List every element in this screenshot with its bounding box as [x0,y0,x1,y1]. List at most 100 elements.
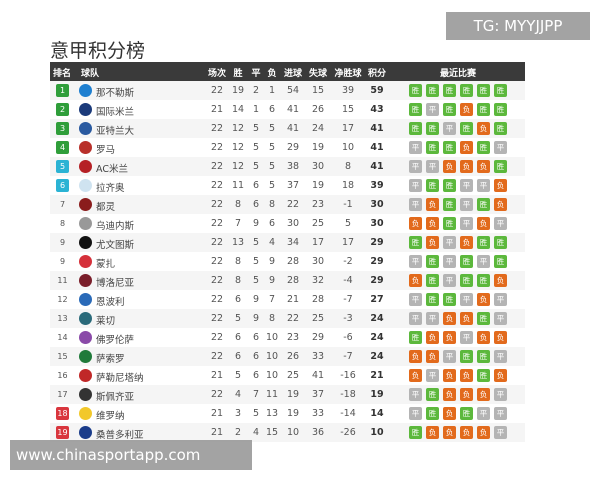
team-name[interactable]: 萨索罗 [96,354,125,365]
table-row[interactable]: 7 都灵 22 8 6 8 22 23 -1 30 平负胜平胜负 [50,195,525,214]
cell-goals-against: 36 [311,427,325,438]
team-name[interactable]: 尤文图斯 [96,240,135,251]
team-logo-icon [79,350,92,363]
table-row[interactable]: 12 恩波利 22 6 9 7 21 28 -7 27 平胜胜平负平 [50,290,525,309]
team-name[interactable]: 都灵 [96,202,116,213]
result-badge: 平 [494,407,507,420]
cell-goals-against: 30 [311,256,325,267]
result-badge: 平 [460,331,473,344]
cell-draws: 6 [252,370,260,381]
team-name[interactable]: 亚特兰大 [96,126,135,137]
result-badge: 胜 [460,255,473,268]
result-badge: 负 [494,198,507,211]
cell-wins: 11 [231,180,245,191]
cell-goals-against: 19 [311,180,325,191]
table-row[interactable]: 15 萨索罗 22 6 6 10 26 33 -7 24 负负平胜胜平 [50,347,525,366]
result-badge: 平 [426,160,439,173]
result-badge: 负 [494,331,507,344]
table-row[interactable]: 3 亚特兰大 22 12 5 5 41 24 17 41 胜胜平胜负胜 [50,119,525,138]
result-badge: 平 [494,141,507,154]
table-row[interactable]: 9 尤文图斯 22 13 5 4 34 17 17 29 胜负平负胜胜 [50,233,525,252]
rank-badge: 18 [56,407,69,420]
team-name[interactable]: 佛罗伦萨 [96,335,135,346]
table-row[interactable]: 2 国际米兰 21 14 1 6 41 26 15 43 胜平胜负胜胜 [50,100,525,119]
table-row[interactable]: 17 斯佩齐亚 22 4 7 11 19 37 -18 19 平胜负负负平 [50,385,525,404]
team-name[interactable]: 国际米兰 [96,107,135,118]
team-name[interactable]: 那不勒斯 [96,88,135,99]
page-title: 意甲积分榜 [50,40,146,62]
result-badge: 平 [443,255,456,268]
table-row[interactable]: 11 博洛尼亚 22 8 5 9 28 32 -4 29 负胜平胜胜负 [50,271,525,290]
table-row[interactable]: 14 佛罗伦萨 22 6 6 10 23 29 -6 24 胜负负平负负 [50,328,525,347]
cell-wins: 6 [234,294,242,305]
result-badge: 负 [443,331,456,344]
team-name[interactable]: 莱切 [96,316,116,327]
cell-losses: 9 [268,256,276,267]
team-name[interactable]: 博洛尼亚 [96,278,135,289]
cell-wins: 14 [231,104,245,115]
table-row[interactable]: 16 萨勒尼塔纳 21 5 6 10 25 41 -16 21 负平负负胜负 [50,366,525,385]
header-goals-for: 进球 [283,69,303,79]
cell-goal-diff: 39 [341,85,355,96]
result-badge: 负 [477,160,490,173]
table-row[interactable]: 6 拉齐奥 22 11 6 5 37 19 18 39 平胜胜平平负 [50,176,525,195]
header-goal-diff: 净胜球 [334,69,362,79]
team-name[interactable]: 维罗纳 [96,411,125,422]
cell-played: 22 [210,123,224,134]
cell-draws: 7 [252,389,260,400]
result-badge: 胜 [477,103,490,116]
cell-goal-diff: -18 [340,389,356,400]
team-name[interactable]: 桑普多利亚 [96,430,144,441]
result-badge: 胜 [409,122,422,135]
cell-draws: 5 [252,123,260,134]
result-badge: 负 [477,122,490,135]
team-logo-icon [79,179,92,192]
cell-played: 21 [210,408,224,419]
result-badge: 负 [426,350,439,363]
cell-wins: 8 [234,275,242,286]
cell-played: 22 [210,237,224,248]
cell-wins: 3 [234,408,242,419]
table-row[interactable]: 9 蒙扎 22 8 5 9 28 30 -2 29 平胜平胜平胜 [50,252,525,271]
result-badge: 平 [426,312,439,325]
cell-points: 43 [370,104,384,115]
table-row[interactable]: 13 莱切 22 5 9 8 22 25 -3 24 平平负负胜平 [50,309,525,328]
cell-losses: 8 [268,313,276,324]
team-name[interactable]: AC米兰 [96,164,128,175]
team-name[interactable]: 萨勒尼塔纳 [96,373,144,384]
team-logo-icon [79,198,92,211]
cell-wins: 12 [231,123,245,134]
cell-goals-against: 24 [311,123,325,134]
cell-goals-for: 41 [286,123,300,134]
team-name[interactable]: 罗马 [96,145,116,156]
cell-goal-diff: -1 [343,199,353,210]
cell-played: 22 [210,275,224,286]
team-name[interactable]: 乌迪内斯 [96,221,135,232]
result-badge: 平 [409,255,422,268]
cell-goal-diff: 17 [341,237,355,248]
cell-goals-for: 41 [286,104,300,115]
cell-wins: 12 [231,161,245,172]
result-badge: 胜 [477,350,490,363]
watermark-bottom: www.chinasportapp.com [10,440,252,470]
table-row[interactable]: 1 那不勒斯 22 19 2 1 54 15 39 59 胜胜胜胜胜胜 [50,81,525,100]
cell-losses: 1 [268,85,276,96]
cell-losses: 4 [268,237,276,248]
result-badge: 胜 [477,198,490,211]
team-logo-icon [79,274,92,287]
team-name[interactable]: 拉齐奥 [96,183,125,194]
cell-goals-against: 26 [311,104,325,115]
cell-played: 21 [210,104,224,115]
cell-points: 59 [370,85,384,96]
cell-goal-diff: -6 [343,332,353,343]
table-row[interactable]: 19 桑普多利亚 21 2 4 15 10 36 -26 10 胜负负负负平 [50,423,525,442]
cell-wins: 7 [234,218,242,229]
table-row[interactable]: 8 乌迪内斯 22 7 9 6 30 25 5 30 负负胜平负平 [50,214,525,233]
table-row[interactable]: 5 AC米兰 22 12 5 5 38 30 8 41 平平负负负胜 [50,157,525,176]
table-row[interactable]: 4 罗马 22 12 5 5 29 19 10 41 平胜胜负胜平 [50,138,525,157]
team-name[interactable]: 蒙扎 [96,259,116,270]
table-row[interactable]: 18 维罗纳 21 3 5 13 19 33 -14 14 平胜负胜平平 [50,404,525,423]
team-name[interactable]: 恩波利 [96,297,125,308]
team-name[interactable]: 斯佩齐亚 [96,392,135,403]
cell-draws: 9 [252,313,260,324]
